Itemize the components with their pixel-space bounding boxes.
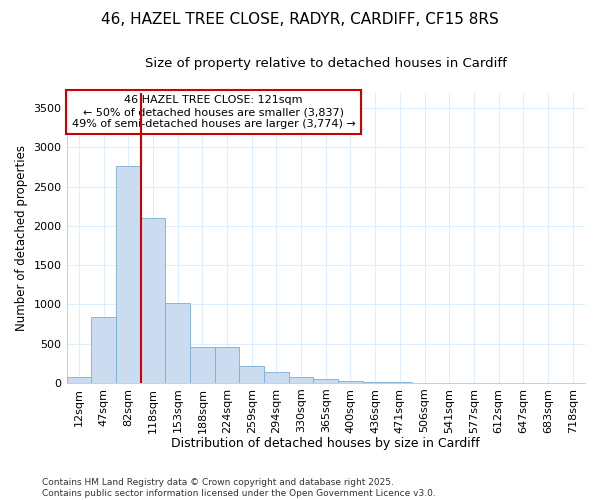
Bar: [165, 303, 190, 383]
Text: 46, HAZEL TREE CLOSE, RADYR, CARDIFF, CF15 8RS: 46, HAZEL TREE CLOSE, RADYR, CARDIFF, CF…: [101, 12, 499, 28]
Bar: [190, 347, 215, 383]
Bar: [116, 166, 140, 383]
Bar: [67, 377, 91, 383]
Bar: [338, 380, 363, 383]
X-axis label: Distribution of detached houses by size in Cardiff: Distribution of detached houses by size …: [172, 437, 480, 450]
Bar: [215, 347, 239, 383]
Bar: [363, 382, 388, 383]
Bar: [313, 379, 338, 383]
Text: Contains HM Land Registry data © Crown copyright and database right 2025.
Contai: Contains HM Land Registry data © Crown c…: [42, 478, 436, 498]
Text: 46 HAZEL TREE CLOSE: 121sqm
← 50% of detached houses are smaller (3,837)
49% of : 46 HAZEL TREE CLOSE: 121sqm ← 50% of det…: [72, 96, 355, 128]
Bar: [140, 218, 165, 383]
Bar: [91, 317, 116, 383]
Title: Size of property relative to detached houses in Cardiff: Size of property relative to detached ho…: [145, 58, 507, 70]
Bar: [239, 366, 264, 383]
Bar: [289, 378, 313, 383]
Y-axis label: Number of detached properties: Number of detached properties: [15, 144, 28, 330]
Bar: [264, 372, 289, 383]
